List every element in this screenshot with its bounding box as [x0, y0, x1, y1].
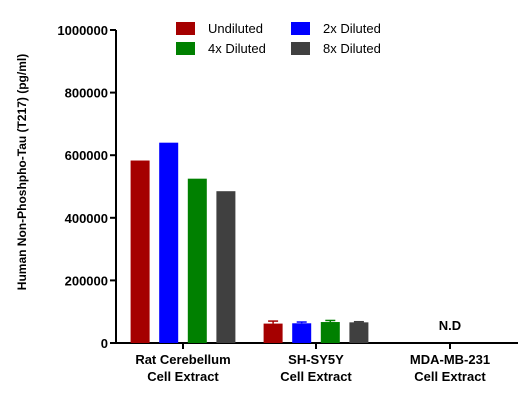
x-tick-label: Rat Cerebellum: [135, 352, 230, 367]
x-tick-label: SH-SY5Y: [288, 352, 344, 367]
bar: [216, 191, 236, 343]
legend-label: Undiluted: [208, 21, 263, 36]
legend-swatch: [176, 42, 195, 55]
bar: [349, 322, 369, 343]
y-tick-label: 600000: [65, 148, 108, 163]
legend-swatch: [291, 22, 310, 35]
legend-label: 2x Diluted: [323, 21, 381, 36]
y-tick-label: 0: [101, 336, 108, 351]
y-tick-label: 800000: [65, 86, 108, 101]
x-axis: Rat Cerebellum Cell Extract SH-SY5Y Cell Ex…: [115, 342, 518, 384]
bar: [263, 323, 283, 343]
legend-label: 8x Diluted: [323, 41, 381, 56]
bars: N.D: [130, 142, 461, 343]
legend-swatch: [176, 22, 195, 35]
bar: [130, 160, 150, 343]
bar: [159, 142, 179, 343]
legend-swatch: [291, 42, 310, 55]
y-axis-title: Human Non-Phoshpho-Tau (T217) (pg/ml): [15, 54, 29, 290]
not-detected-label: N.D: [439, 318, 461, 333]
y-axis: 0 200000 400000 600000 800000 1000000: [57, 23, 117, 351]
x-tick-label: Cell Extract: [414, 369, 486, 384]
bar: [320, 322, 340, 343]
x-tick-label: Cell Extract: [280, 369, 352, 384]
y-tick-label: 200000: [65, 273, 108, 288]
bar: [292, 323, 312, 343]
legend: Undiluted 2x Diluted 4x Diluted 8x Diluted: [176, 21, 381, 56]
bar: [187, 178, 207, 343]
legend-label: 4x Diluted: [208, 41, 266, 56]
x-tick-label: MDA-MB-231: [410, 352, 490, 367]
x-tick-label: Cell Extract: [147, 369, 219, 384]
y-tick-label: 400000: [65, 211, 108, 226]
y-tick-label: 1000000: [57, 23, 108, 38]
